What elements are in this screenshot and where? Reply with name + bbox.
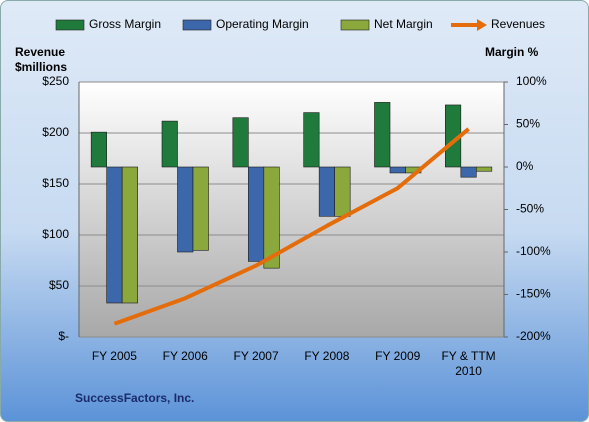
y-tick-label: $200	[42, 125, 69, 139]
bar	[90, 131, 107, 168]
bar	[374, 102, 391, 168]
y2-tick-label: 100%	[516, 74, 547, 88]
legend-swatch	[55, 19, 85, 31]
bar	[303, 112, 320, 168]
y2-tick-label: -100%	[516, 244, 551, 258]
legend-label: Net Margin	[374, 17, 433, 31]
bar	[318, 166, 335, 217]
bar	[177, 166, 194, 253]
x-tick-label: FY 2009	[375, 349, 421, 363]
footer: SuccessFactors, Inc.	[75, 391, 195, 405]
plot-area	[79, 82, 504, 337]
x-tick-label: FY 2005	[91, 349, 137, 363]
y2-tick-label: -150%	[516, 287, 551, 301]
y2-tick-label: 0%	[516, 159, 534, 173]
bar	[121, 166, 138, 304]
legend-label: Gross Margin	[89, 17, 161, 31]
y-tick-label: $100	[42, 227, 69, 241]
legend-label: Revenues	[491, 17, 545, 31]
y2-axis-title: Margin %	[485, 45, 539, 59]
y-tick-label: $150	[42, 176, 69, 190]
bar	[232, 117, 249, 168]
y2-tick-label: 50%	[516, 117, 540, 131]
bar	[192, 166, 209, 251]
bar	[161, 120, 178, 168]
legend-swatch	[182, 19, 212, 31]
bar	[334, 166, 351, 217]
bar	[460, 166, 477, 178]
y-axis-title: Revenue $millions	[15, 45, 68, 74]
legend-label: Operating Margin	[216, 17, 309, 31]
x-tick-label: FY 2008	[304, 349, 350, 363]
bar	[248, 166, 265, 262]
legend-swatch	[340, 19, 370, 31]
y2-tick-label: -50%	[516, 202, 544, 216]
line	[113, 127, 470, 326]
bar	[106, 166, 123, 304]
bar	[476, 166, 493, 172]
x-tick-label: FY 2007	[233, 349, 279, 363]
x-tick-label: FY & TTM 2010	[441, 349, 496, 378]
y-tick-label: $50	[49, 278, 69, 292]
x-tick-label: FY 2006	[162, 349, 208, 363]
y2-tick-label: -200%	[516, 329, 551, 343]
bar	[263, 166, 280, 269]
bar	[389, 166, 406, 174]
y-tick-label: $-	[58, 329, 69, 343]
y-tick-label: $250	[42, 74, 69, 88]
legend-swatch	[477, 19, 487, 31]
